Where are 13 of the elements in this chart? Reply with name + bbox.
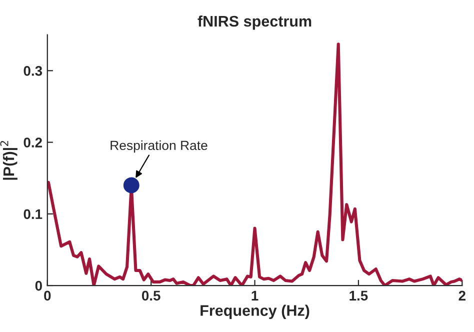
y-tick-label: 0.3: [24, 66, 42, 76]
x-tick-label: 0.5: [142, 290, 160, 301]
x-tick-label: 2: [458, 290, 466, 300]
y-tick-label: 0: [35, 280, 42, 291]
x-tick-label: 0: [44, 290, 51, 301]
x-axis-title: Frequency (Hz): [200, 304, 310, 319]
y-tick-label: 0.1: [24, 209, 42, 220]
annotation: Respiration Rate: [110, 140, 208, 153]
x-tick-label: 1.5: [350, 290, 368, 301]
x-tick-label: 1: [252, 290, 258, 300]
y-tick-label: 0.2: [24, 138, 42, 148]
chart-title: fNIRS spectrum: [198, 15, 312, 30]
y-axis-title: |P(f)|$^{2}$: [0, 141, 18, 180]
